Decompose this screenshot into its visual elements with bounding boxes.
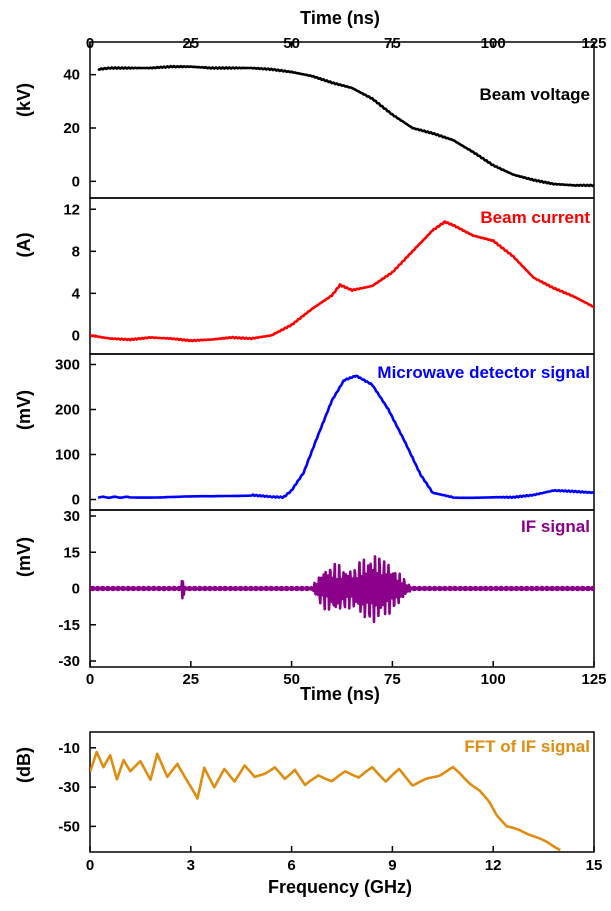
top-xticks-tick-label: 25	[182, 35, 199, 52]
mid-xticks-tick-label: 125	[581, 671, 606, 688]
fft-ytick-label: -10	[58, 740, 80, 757]
frequency-axis-title: Frequency (GHz)	[268, 877, 412, 897]
fft-frame	[89, 731, 595, 853]
beam-current-ytick-label: 8	[72, 243, 80, 260]
mid-xticks-tick-label: 100	[481, 671, 506, 688]
microwave-detector-panel: 0 100 200 300 (mV) Microwave detector signal	[14, 353, 595, 511]
freq-xticks-tick-label: 12	[485, 857, 502, 874]
fft-ytick-label: -50	[58, 818, 80, 835]
beam-current-series-label: Beam current	[480, 208, 590, 227]
beam-voltage-ytick-label: 20	[63, 120, 80, 137]
if-signal-ytick-label: 30	[63, 508, 80, 525]
freq-xticks-tick-label: 3	[187, 857, 195, 874]
beam-voltage-series-label: Beam voltage	[479, 85, 590, 104]
freq-xticks-tick-label: 15	[586, 857, 603, 874]
fft-series-line	[90, 750, 561, 852]
frequency-axis: 0 3 6 9 12 15	[86, 846, 603, 874]
top-x-axis-title: Time (ns)	[300, 8, 380, 28]
beam-current-ytick-label: 0	[72, 327, 80, 344]
top-xticks-tick-label: 100	[481, 35, 506, 52]
top-xticks-tick-label: 75	[384, 35, 401, 52]
beam-voltage-ytick-label: 0	[72, 173, 80, 190]
beam-current-panel: 0 4 8 12 (A) Beam current	[14, 197, 595, 355]
if-signal-series-line	[90, 555, 594, 624]
microwave-detector-ytick-label: 100	[55, 447, 80, 464]
microwave-detector-ytick-label: 300	[55, 357, 80, 374]
mid-xticks-tick-label: 50	[283, 671, 300, 688]
bottom-time-axis: 0 25 50 75 100 125	[86, 661, 607, 688]
microwave-detector-series-line	[97, 374, 594, 500]
microwave-detector-ylabel: (mV)	[14, 390, 34, 430]
beam-voltage-ytick-label: 40	[63, 67, 80, 84]
microwave-detector-ytick-label: 0	[72, 492, 80, 509]
beam-voltage-ylabel: (kV)	[14, 83, 34, 117]
top-time-axis: 0 25 50 75 100 125	[86, 35, 607, 52]
beam-current-series-line	[90, 220, 594, 343]
mid-xticks-tick-label: 75	[384, 671, 401, 688]
fft-ytick-label: -30	[58, 779, 80, 796]
if-signal-ytick-label: 0	[72, 581, 80, 598]
mid-xticks-tick-label: 0	[86, 671, 94, 688]
if-signal-series-label: IF signal	[521, 517, 590, 536]
microwave-detector-series-label: Microwave detector signal	[377, 363, 590, 382]
panels: 0 20 40 (kV) Beam voltage 0 4 8 12 (A) Beam curren…	[14, 41, 595, 853]
beam-current-ytick-label: 12	[63, 201, 80, 218]
beam-voltage-panel: 0 20 40 (kV) Beam voltage	[14, 41, 595, 199]
fft-series-label: FFT of IF signal	[464, 737, 590, 756]
top-xticks-tick-label: 50	[283, 35, 300, 52]
beam-current-ytick-label: 4	[72, 285, 81, 302]
freq-xticks-tick-label: 6	[287, 857, 295, 874]
microwave-detector-ytick-label: 200	[55, 402, 80, 419]
mid-xticks-tick-label: 25	[182, 671, 199, 688]
beam-voltage-series-line	[97, 64, 594, 188]
fft-ylabel: (dB)	[14, 747, 34, 783]
if-signal-ytick-label: 15	[63, 544, 80, 561]
freq-xticks-tick-label: 9	[388, 857, 396, 874]
fft-panel: -50 -30 -10 (dB) FFT of IF signal	[14, 731, 595, 853]
freq-xticks-tick-label: 0	[86, 857, 94, 874]
bottom-time-axis-title: Time (ns)	[300, 684, 380, 704]
beam-current-ylabel: (A)	[14, 233, 34, 258]
if-signal-ytick-label: -15	[58, 617, 80, 634]
if-signal-panel: -30 -15 0 15 30 (mV) IF signal	[14, 508, 595, 670]
if-signal-ytick-label: -30	[58, 653, 80, 670]
if-signal-ylabel: (mV)	[14, 537, 34, 577]
